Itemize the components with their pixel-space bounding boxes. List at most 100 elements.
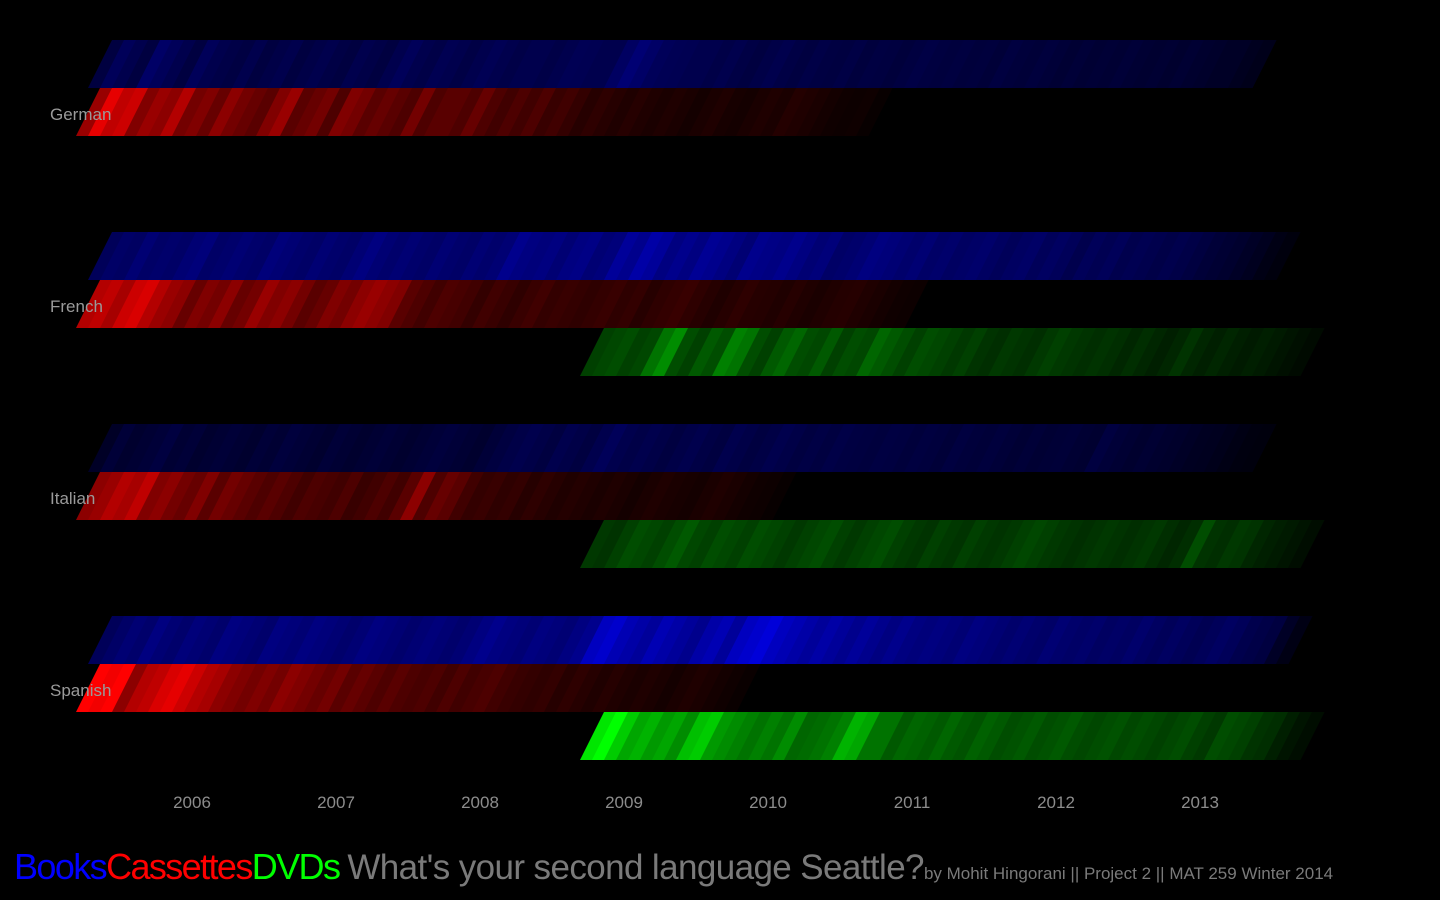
cell-books <box>556 40 593 88</box>
cell-dvds <box>1228 712 1265 760</box>
cell-dvds <box>904 328 941 376</box>
cell-dvds <box>1216 328 1253 376</box>
cell-books <box>508 616 545 664</box>
cell-cassettes <box>520 472 557 520</box>
cell-dvds <box>700 520 737 568</box>
cell-books <box>292 616 329 664</box>
cell-cassettes <box>400 664 437 712</box>
cell-dvds <box>1204 328 1241 376</box>
cell-dvds <box>1048 712 1085 760</box>
cell-cassettes <box>508 472 545 520</box>
cell-books <box>892 424 929 472</box>
cell-books <box>256 424 293 472</box>
cell-dvds <box>1024 328 1061 376</box>
cell-books <box>760 40 797 88</box>
cell-books <box>904 616 941 664</box>
cell-cassettes <box>196 88 233 136</box>
cell-books <box>1180 40 1217 88</box>
cell-dvds <box>820 328 857 376</box>
cell-books <box>244 616 281 664</box>
cell-books <box>1084 424 1121 472</box>
cell-books <box>352 616 389 664</box>
cell-books <box>1060 40 1097 88</box>
cell-cassettes <box>244 664 281 712</box>
cell-books <box>712 616 749 664</box>
cell-cassettes <box>652 664 689 712</box>
cell-cassettes <box>520 88 557 136</box>
cell-books <box>196 40 233 88</box>
cell-cassettes <box>352 664 389 712</box>
cell-books <box>388 424 425 472</box>
cell-cassettes <box>676 280 713 328</box>
cell-books <box>700 40 737 88</box>
cell-books <box>724 424 761 472</box>
cell-dvds <box>928 328 965 376</box>
cell-cassettes <box>460 664 497 712</box>
cell-books <box>244 232 281 280</box>
cell-books <box>460 232 497 280</box>
cell-books <box>736 232 773 280</box>
cell-cassettes <box>184 88 221 136</box>
cell-dvds <box>760 520 797 568</box>
cell-cassettes <box>376 88 413 136</box>
cell-dvds <box>676 520 713 568</box>
cell-cassettes <box>568 472 605 520</box>
cell-dvds <box>952 328 989 376</box>
cell-books <box>628 616 665 664</box>
footer: BooksCassettesDVDs What's your second lan… <box>14 846 1333 888</box>
cell-books <box>856 616 893 664</box>
cell-books <box>940 232 977 280</box>
cell-books <box>940 424 977 472</box>
cell-dvds <box>664 712 701 760</box>
cell-books <box>1228 424 1265 472</box>
cell-cassettes <box>388 88 425 136</box>
cell-books <box>520 40 557 88</box>
cell-books <box>964 40 1001 88</box>
cell-books <box>808 424 845 472</box>
cell-books <box>1204 424 1241 472</box>
cell-books <box>232 40 269 88</box>
cell-dvds <box>1036 520 1073 568</box>
cell-cassettes <box>532 472 569 520</box>
cell-books <box>412 424 449 472</box>
cell-cassettes <box>568 664 605 712</box>
cell-dvds <box>1048 520 1085 568</box>
cell-books <box>1228 40 1265 88</box>
cell-cassettes <box>316 664 353 712</box>
cell-cassettes <box>340 280 377 328</box>
cell-dvds <box>892 520 929 568</box>
cell-cassettes <box>436 280 473 328</box>
cell-dvds <box>1108 520 1145 568</box>
cell-cassettes <box>256 280 293 328</box>
cell-cassettes <box>460 280 497 328</box>
cell-books <box>1108 616 1145 664</box>
cell-dvds <box>1036 328 1073 376</box>
cell-dvds <box>880 712 917 760</box>
cell-cassettes <box>700 664 737 712</box>
cell-dvds <box>580 520 617 568</box>
cell-books <box>952 424 989 472</box>
cell-cassettes <box>112 472 149 520</box>
cell-cassettes <box>604 280 641 328</box>
cell-books <box>496 616 533 664</box>
cell-dvds <box>1252 712 1289 760</box>
cell-books <box>136 616 173 664</box>
cell-books <box>1204 232 1241 280</box>
cell-cassettes <box>388 664 425 712</box>
cell-books <box>868 232 905 280</box>
cell-books <box>1120 616 1157 664</box>
cell-dvds <box>1276 520 1313 568</box>
cell-books <box>1000 40 1037 88</box>
cell-dvds <box>916 520 953 568</box>
cell-books <box>436 40 473 88</box>
cell-dvds <box>700 328 737 376</box>
cell-books <box>292 424 329 472</box>
cell-books <box>700 424 737 472</box>
cell-books <box>148 424 185 472</box>
cell-books <box>688 616 725 664</box>
cell-cassettes <box>136 472 173 520</box>
cell-books <box>676 616 713 664</box>
cell-books <box>1096 40 1133 88</box>
cell-books <box>196 616 233 664</box>
